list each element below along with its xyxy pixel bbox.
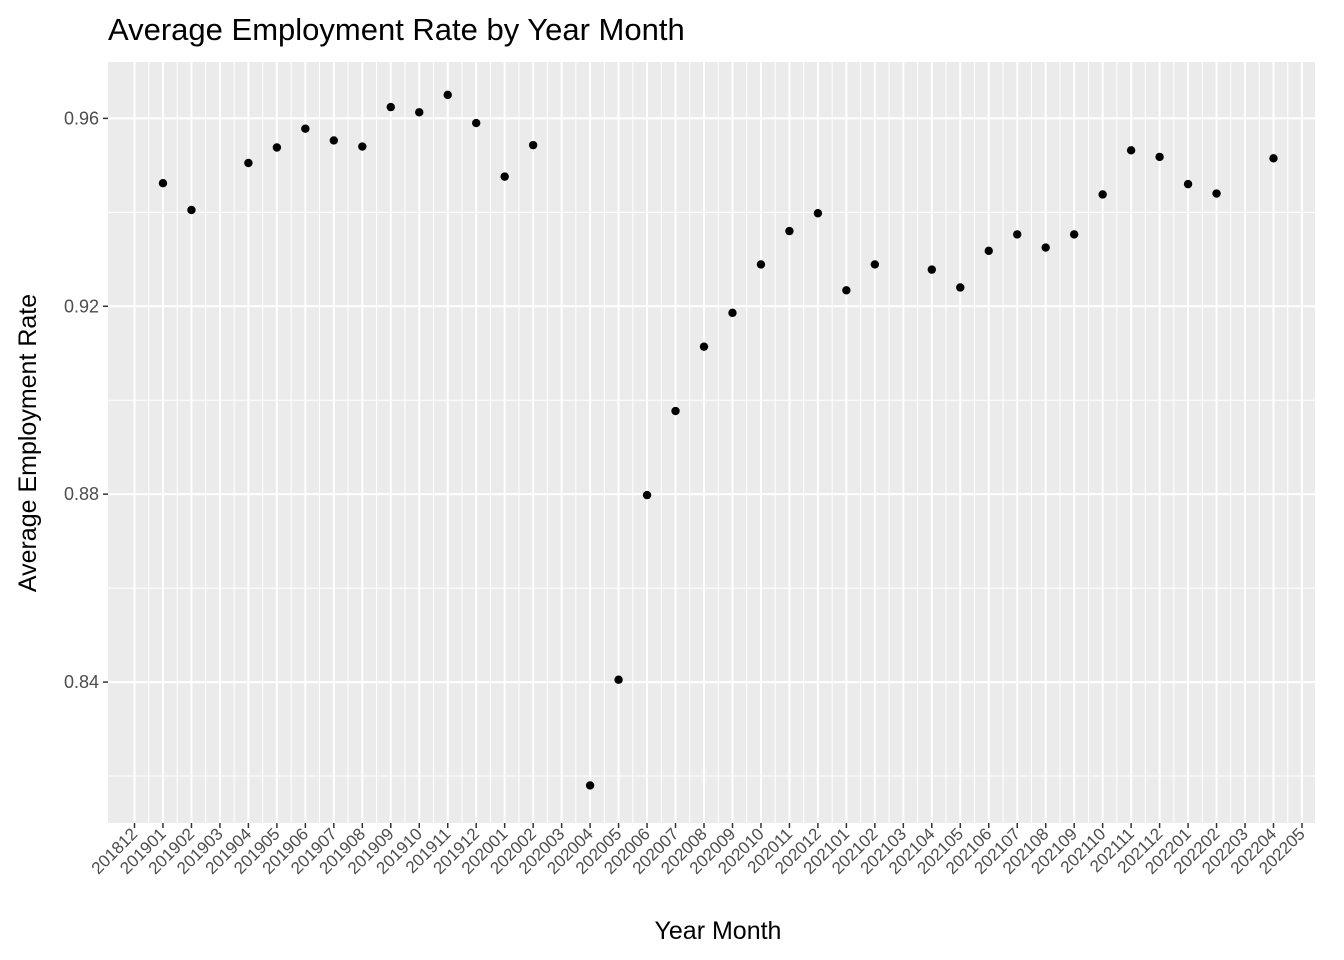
data-point: [813, 209, 823, 218]
data-point: [443, 90, 452, 100]
data-point: [671, 406, 680, 416]
data-point: [1269, 154, 1278, 163]
data-point: [358, 142, 367, 151]
data-point: [244, 158, 253, 168]
data-point: [785, 226, 794, 236]
data-point: [870, 260, 880, 269]
data-point: [956, 283, 965, 292]
data-point: [1183, 179, 1193, 189]
data-point: [386, 102, 395, 112]
data-point: [614, 675, 623, 684]
data-point: [472, 118, 481, 128]
data-point: [301, 124, 310, 133]
data-point: [1041, 243, 1050, 252]
data-point: [927, 265, 936, 274]
data-point: [642, 490, 652, 500]
data-point: [500, 172, 509, 181]
minor-gridlines: [108, 62, 1315, 823]
data-point: [1126, 146, 1136, 155]
data-point: [415, 108, 424, 117]
data-point: [158, 178, 168, 188]
major-gridlines: [108, 62, 1315, 823]
data-point: [1069, 230, 1079, 239]
data-point: [1212, 189, 1221, 198]
plot-panel: [108, 62, 1315, 823]
data-point: [329, 136, 339, 145]
data-point: [984, 246, 993, 256]
data-point: [842, 286, 851, 295]
y-tick-label: 0.96: [64, 108, 99, 128]
y-axis: 0.84 0.88 0.92 0.96: [64, 108, 108, 692]
data-point: [528, 140, 538, 150]
data-point: [272, 143, 282, 152]
data-point: [585, 781, 595, 790]
y-axis-title: Average Employment Rate: [14, 294, 42, 592]
data-point: [1155, 152, 1164, 162]
chart-title: Average Employment Rate by Year Month: [108, 12, 685, 47]
x-axis: 2018122019012019022019032019042019052019…: [88, 823, 1309, 878]
y-tick-label: 0.92: [64, 296, 99, 316]
data-point: [756, 260, 766, 269]
y-tick-label: 0.88: [64, 484, 99, 504]
data-point: [699, 342, 709, 351]
y-tick-label: 0.84: [64, 672, 99, 692]
x-axis-title: Year Month: [655, 917, 782, 945]
data-point: [1098, 190, 1107, 199]
data-points: [158, 90, 1278, 790]
data-point: [187, 205, 196, 215]
data-point: [1013, 230, 1022, 239]
data-point: [728, 308, 737, 318]
